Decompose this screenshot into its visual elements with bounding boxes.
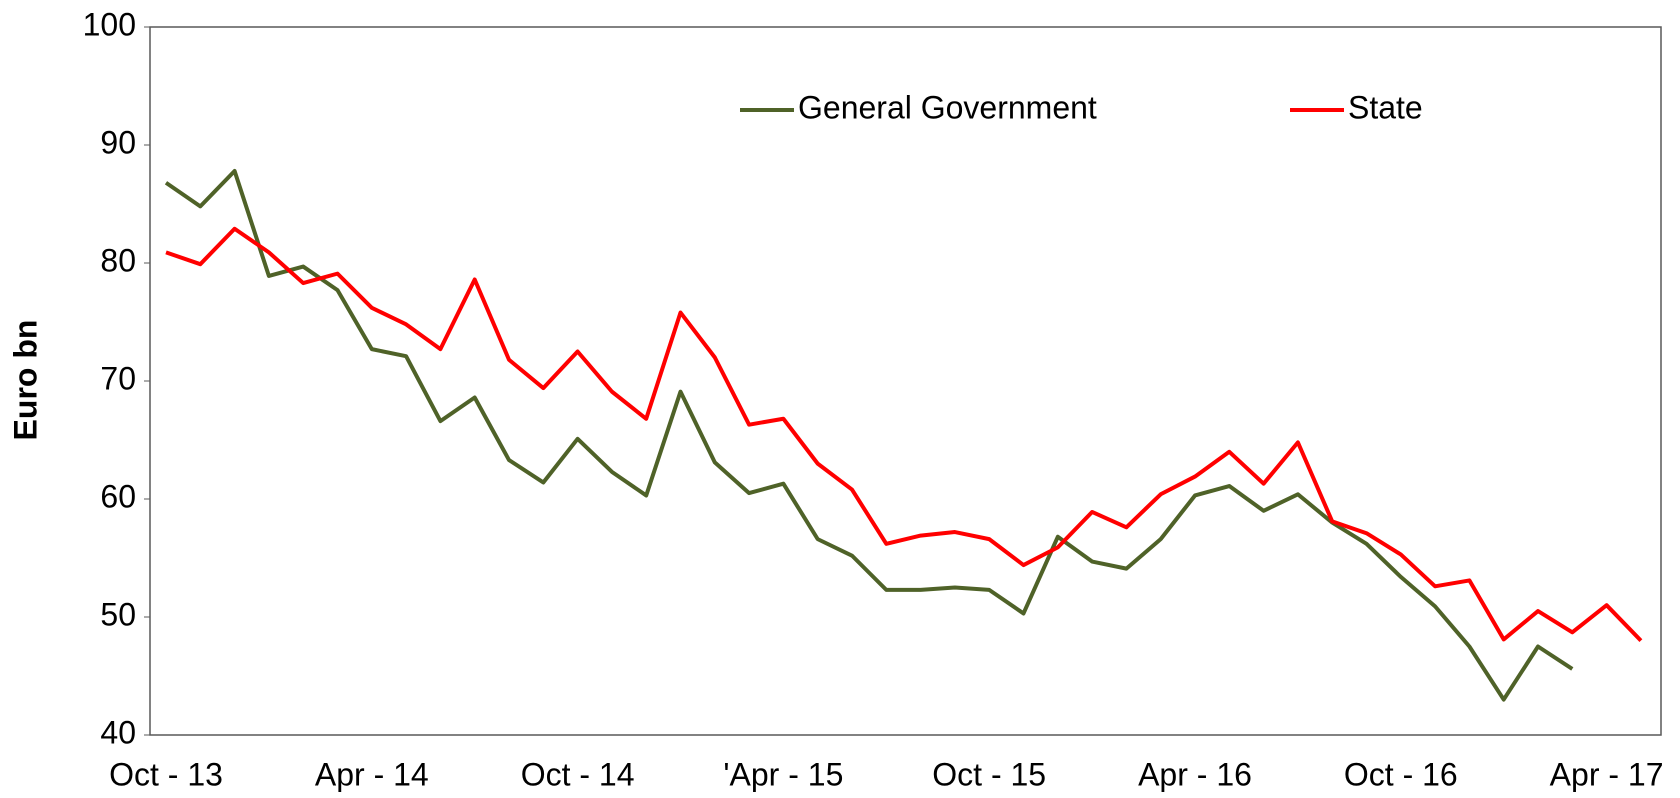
legend-label: General Government [798, 89, 1097, 125]
legend-label: State [1348, 89, 1423, 125]
y-tick-label: 90 [100, 124, 136, 160]
plot-area [149, 26, 1662, 736]
series-line [165, 226, 1643, 642]
y-tick-label: 70 [100, 360, 136, 396]
y-tick-label: 100 [83, 6, 136, 42]
y-tick-label: 40 [100, 714, 136, 750]
x-tick-label: Apr - 14 [315, 756, 429, 792]
x-tick-label: Oct - 14 [521, 756, 635, 792]
y-tick-label: 60 [100, 478, 136, 514]
y-tick-label: 50 [100, 596, 136, 632]
y-tick-label: 80 [100, 242, 136, 278]
series-line [164, 168, 1574, 702]
x-tick-label: Oct - 13 [109, 756, 223, 792]
x-tick-label: Apr - 16 [1138, 756, 1252, 792]
x-tick-label: Oct - 16 [1344, 756, 1458, 792]
x-tick-label: Apr - 17 [1550, 756, 1664, 792]
x-tick-label: 'Apr - 15 [723, 756, 843, 792]
x-tick-label: Oct - 15 [932, 756, 1046, 792]
y-axis-label: Euro bn [7, 320, 43, 441]
